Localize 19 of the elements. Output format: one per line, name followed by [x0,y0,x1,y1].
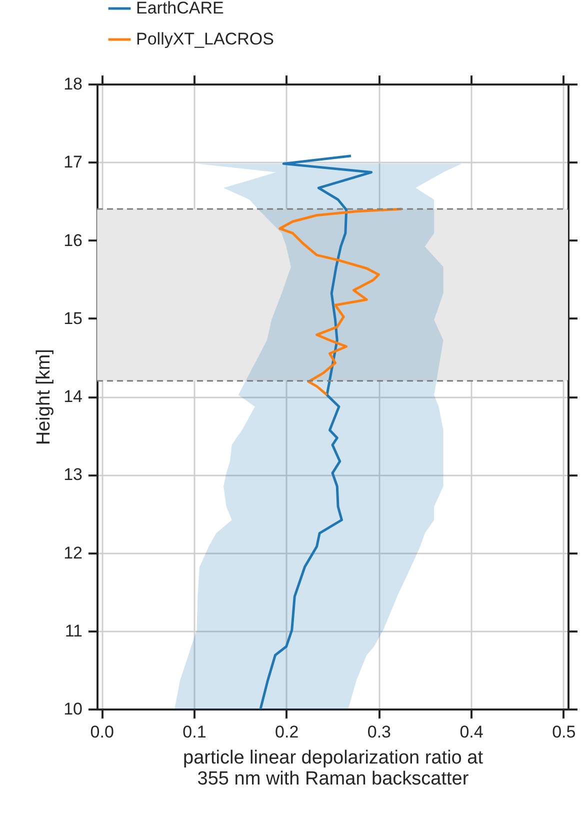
y-tick-label: 15 [64,308,82,328]
y-axis-title: Height [km] [34,348,55,446]
y-tick-label: 12 [64,543,82,562]
x-axis-title: particle linear depolarization ratio at 355 nm with Raman backscatter [183,748,484,790]
x-tick-label: 0.2 [275,722,299,742]
y-tick-label: 17 [64,152,82,172]
x-tick-label: 0.3 [367,722,391,742]
y-tick-label: 18 [64,74,82,94]
y-tick-label: 13 [64,465,82,484]
y-tick-label: 16 [64,230,82,250]
x-tick-label: 0.4 [460,722,484,742]
x-tick-label: 0.5 [552,722,576,742]
y-tick-label: 11 [64,621,82,640]
x-tick-label: 0.1 [182,722,206,742]
x-tick-label: 0.0 [90,722,114,742]
y-tick-label: 10 [64,700,82,718]
legend-label: EarthCARE [136,0,224,18]
legend-label: PollyXT_LACROS [136,30,274,48]
y-tick-label: 14 [64,387,82,406]
